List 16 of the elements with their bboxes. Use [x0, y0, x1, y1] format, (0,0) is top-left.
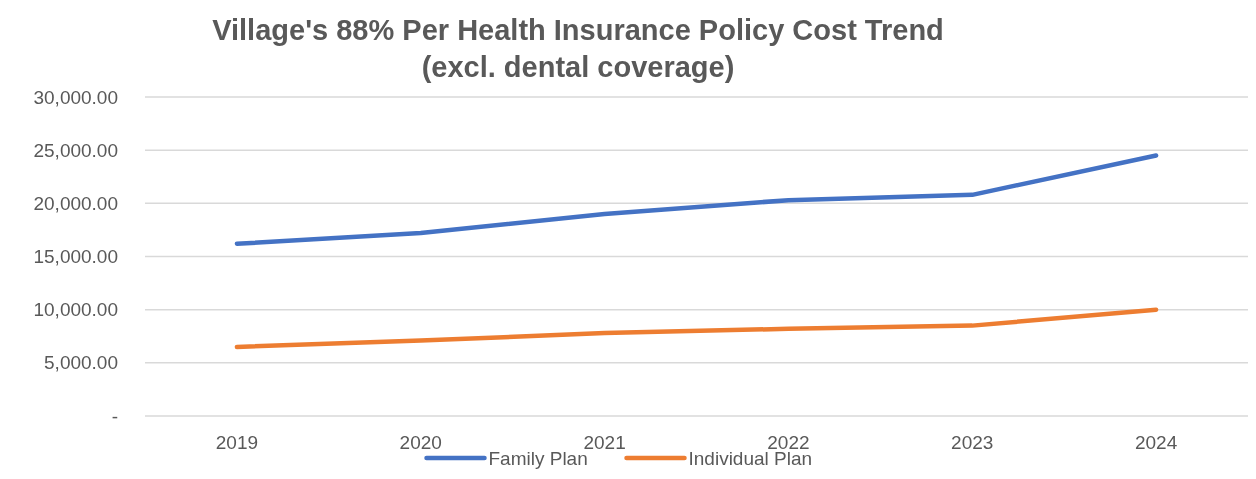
- y-tick-label: 10,000.00: [33, 299, 118, 321]
- x-tick-label: 2023: [951, 432, 994, 453]
- x-tick-label: 2022: [767, 432, 810, 453]
- y-tick-label: 5,000.00: [44, 352, 118, 374]
- line-series: [234, 153, 1159, 246]
- y-tick-label: 15,000.00: [33, 246, 118, 268]
- y-tick-label: 30,000.00: [33, 86, 118, 108]
- x-tick-label: 2019: [215, 432, 259, 453]
- x-tick-label: 2024: [1134, 432, 1178, 453]
- chart-title: Village's 88% Per Health Insurance Policy Cost Trend (excl. dental coverage): [212, 14, 944, 83]
- line-series: [234, 307, 1159, 350]
- x-tick-label: 2020: [399, 432, 442, 453]
- y-tick-label: -: [111, 405, 118, 427]
- x-tick-label: 2021: [583, 432, 626, 453]
- y-tick-label: 25,000.00: [33, 139, 118, 161]
- y-tick-label: 20,000.00: [33, 192, 118, 214]
